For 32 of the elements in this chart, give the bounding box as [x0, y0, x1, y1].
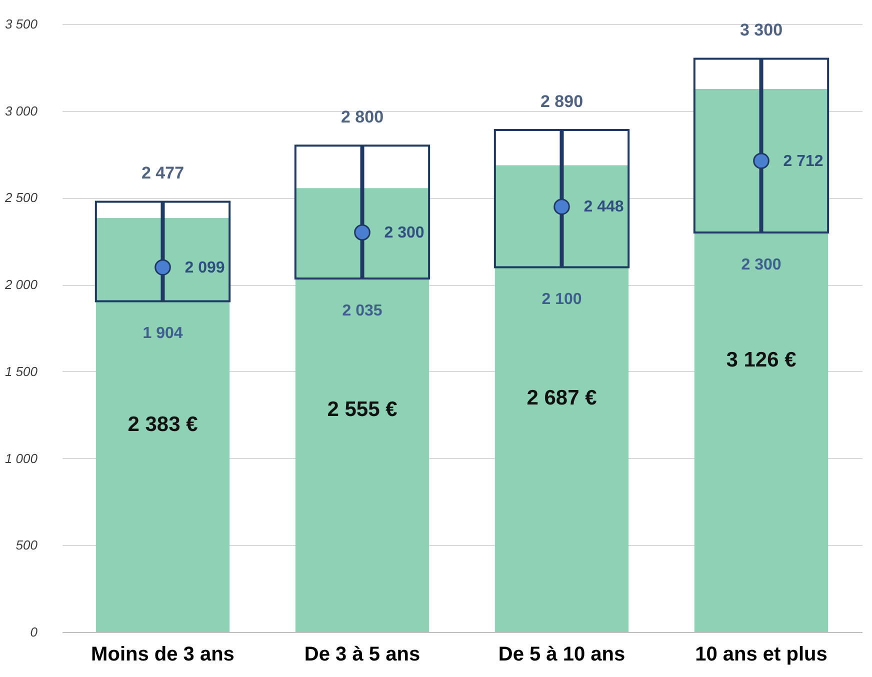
annotation: 3 300	[740, 20, 783, 40]
x-tick-label: De 3 à 5 ans	[304, 644, 420, 666]
annotation: 2 477	[141, 164, 184, 183]
annotation: 2 890	[540, 92, 584, 111]
y-tick-label: 3 000	[4, 103, 38, 118]
y-tick-label: 2 000	[4, 277, 38, 292]
data-label: 2 448	[584, 198, 624, 216]
annotation: 2 300	[741, 256, 782, 274]
data-label: 2 300	[384, 224, 424, 242]
data-label: 2 099	[184, 259, 225, 276]
data-label: 2 712	[783, 152, 824, 170]
point	[354, 224, 370, 241]
data-label: 2 383 €	[128, 413, 198, 436]
y-tick-label: 3 500	[4, 16, 38, 32]
y-tick-label: 0	[30, 624, 38, 640]
annotation: 2 800	[340, 108, 384, 127]
y-tick-label: 500	[16, 538, 38, 553]
annotation: 2 035	[342, 302, 382, 320]
y-tick-label: 2 500	[4, 190, 38, 206]
data-label: 2 555 €	[327, 398, 398, 422]
annotation: 2 100	[542, 291, 582, 308]
point	[554, 198, 570, 215]
annotation: 1 904	[142, 325, 183, 342]
point	[154, 259, 171, 276]
data-label: 3 126 €	[726, 348, 797, 372]
x-tick-label: 10 ans et plus	[695, 644, 828, 666]
x-tick-label: De 5 à 10 ans	[498, 644, 626, 666]
y-tick-label: 1 000	[4, 450, 38, 466]
data-label: 2 687 €	[526, 386, 598, 410]
y-tick-label: 1 500	[4, 364, 38, 379]
point	[753, 152, 770, 170]
x-tick-label: Moins de 3 ans	[91, 644, 234, 666]
